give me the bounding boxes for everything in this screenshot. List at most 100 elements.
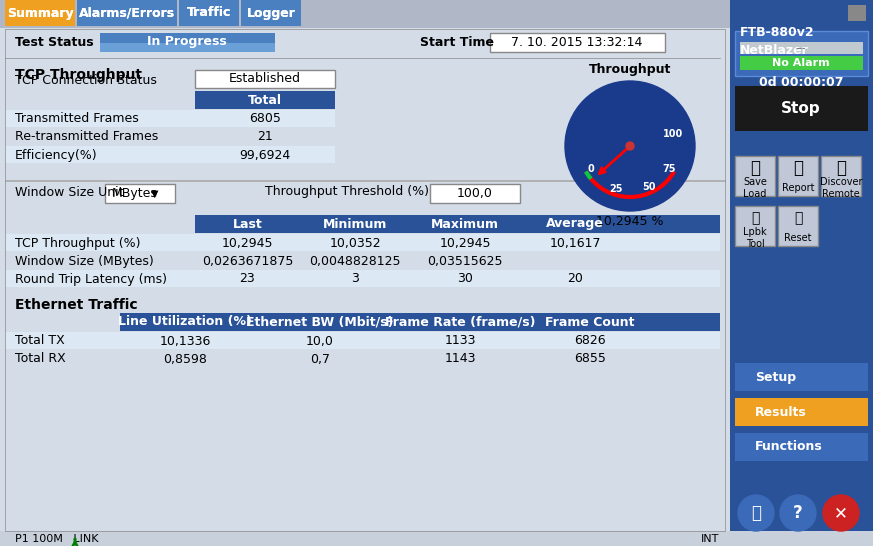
Bar [105, 184, 175, 203]
Bar [5, 0, 75, 26]
Bar [195, 91, 335, 109]
Bar [179, 0, 239, 26]
Text: In Progress: In Progress [148, 35, 227, 49]
Text: MBytes: MBytes [112, 187, 158, 200]
Bar [735, 31, 868, 76]
Text: Alarms/Errors: Alarms/Errors [79, 7, 175, 20]
Text: Stop: Stop [781, 102, 821, 116]
Text: Functions: Functions [755, 441, 822, 454]
Bar [0, 531, 873, 546]
Text: 25: 25 [609, 184, 622, 194]
Text: Reset: Reset [784, 233, 812, 243]
Bar [5, 270, 720, 287]
Text: 3: 3 [351, 272, 359, 286]
Text: Logger: Logger [246, 7, 295, 20]
Text: Discover
Remote: Discover Remote [820, 177, 863, 199]
Bar [821, 156, 861, 196]
Text: 30: 30 [457, 272, 473, 286]
Text: 20: 20 [567, 272, 583, 286]
Text: Traffic: Traffic [187, 7, 231, 20]
Text: Throughput Threshold (%): Throughput Threshold (%) [265, 186, 429, 199]
Text: Window Size Unit: Window Size Unit [15, 186, 123, 199]
Text: Last: Last [232, 217, 263, 230]
Bar [5, 0, 75, 26]
Text: 🗂: 🗂 [750, 159, 760, 177]
Bar [195, 146, 335, 163]
Text: P1 100M   LINK: P1 100M LINK [15, 534, 99, 544]
Text: Traffic: Traffic [187, 7, 231, 20]
Bar [195, 128, 335, 145]
Bar [490, 33, 665, 52]
Text: 10,2945: 10,2945 [439, 236, 491, 250]
Bar [735, 433, 868, 461]
Text: 10,1336: 10,1336 [159, 335, 210, 347]
Text: Frame Rate (frame/s): Frame Rate (frame/s) [385, 316, 535, 329]
Bar [778, 156, 818, 196]
Text: Average: Average [546, 217, 604, 230]
Text: Ethernet Traffic: Ethernet Traffic [15, 298, 138, 312]
Text: 21: 21 [258, 130, 273, 144]
Bar [5, 31, 715, 53]
Text: TCP Throughput: TCP Throughput [15, 68, 142, 82]
Text: INT: INT [701, 534, 719, 544]
Text: Established: Established [229, 73, 301, 86]
Text: Lpbk
Tool: Lpbk Tool [743, 227, 766, 249]
Text: ⓘ: ⓘ [751, 504, 761, 522]
Text: Report: Report [781, 183, 815, 193]
Text: Window Size (MBytes): Window Size (MBytes) [15, 254, 154, 268]
Circle shape [780, 495, 816, 531]
Text: Ethernet BW (Mbit/s): Ethernet BW (Mbit/s) [246, 316, 394, 329]
Text: Start Time: Start Time [420, 35, 494, 49]
Text: 0,7: 0,7 [310, 353, 330, 365]
Text: Total: Total [248, 93, 282, 106]
Text: Minimum: Minimum [323, 217, 388, 230]
Text: Round Trip Latency (ms): Round Trip Latency (ms) [15, 272, 167, 286]
Bar [241, 0, 301, 26]
Text: Maximum: Maximum [431, 217, 499, 230]
Text: 🗂: 🗂 [793, 159, 803, 177]
Bar [5, 252, 720, 269]
Text: ---: --- [796, 43, 807, 53]
Text: Test Status: Test Status [15, 35, 93, 49]
Text: 1143: 1143 [444, 353, 476, 365]
Text: 1133: 1133 [444, 335, 476, 347]
Text: 100: 100 [663, 129, 684, 139]
Circle shape [626, 142, 634, 150]
Text: Summary: Summary [7, 7, 73, 20]
Text: ▼: ▼ [151, 189, 159, 199]
Text: Results: Results [755, 406, 807, 418]
Text: 10,0: 10,0 [306, 335, 334, 347]
Bar [735, 363, 868, 391]
Bar [195, 110, 335, 127]
Bar [100, 33, 275, 52]
Text: Line Utilization (%): Line Utilization (%) [118, 316, 252, 329]
Text: 75: 75 [663, 163, 676, 174]
Bar [5, 110, 335, 127]
Circle shape [738, 495, 774, 531]
Bar [778, 206, 818, 246]
Bar [740, 56, 863, 70]
Text: Alarms/Errors: Alarms/Errors [79, 7, 175, 20]
Text: 6855: 6855 [574, 353, 606, 365]
Text: 🔧: 🔧 [751, 211, 760, 225]
Bar [100, 33, 275, 43]
Bar [179, 0, 239, 26]
Text: 100,0: 100,0 [457, 187, 493, 200]
Text: Transmitted Frames: Transmitted Frames [15, 112, 139, 126]
Bar [735, 398, 868, 426]
Bar [735, 86, 868, 131]
Text: 10,2945 %: 10,2945 % [596, 215, 663, 228]
Text: 🔧: 🔧 [794, 211, 802, 225]
Bar [430, 184, 520, 203]
Bar [0, 0, 730, 28]
Text: ?: ? [794, 504, 803, 522]
Bar [5, 332, 720, 349]
Text: 0,0048828125: 0,0048828125 [309, 254, 401, 268]
Text: 50: 50 [643, 182, 656, 192]
Text: 0,0263671875: 0,0263671875 [202, 254, 293, 268]
Circle shape [823, 495, 859, 531]
Text: 🗂: 🗂 [836, 159, 846, 177]
Text: 7. 10. 2015 13:32:14: 7. 10. 2015 13:32:14 [512, 35, 643, 49]
Text: Total RX: Total RX [15, 353, 65, 365]
Text: 10,2945: 10,2945 [222, 236, 273, 250]
